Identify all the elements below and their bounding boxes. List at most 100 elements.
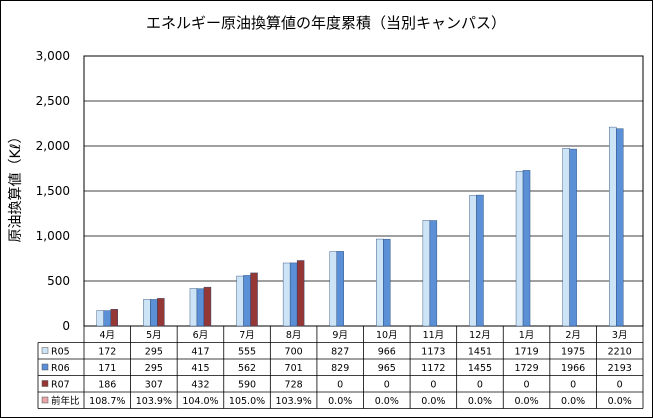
y-axis-label: 原油換算値（Kℓ）: [8, 130, 24, 243]
x-tick-label: 6月: [193, 330, 209, 341]
x-tick-label: 12月: [469, 330, 491, 341]
data-label: 295: [145, 363, 163, 374]
bar-r05: [376, 238, 384, 327]
data-label: 1966: [561, 363, 585, 374]
data-label: 171: [98, 363, 116, 374]
data-label: 0.0%: [514, 396, 538, 407]
bar-r06: [429, 220, 438, 327]
x-tick-label: 4月: [100, 330, 116, 341]
data-label: 105.0%: [229, 396, 265, 407]
x-tick-label: 3月: [612, 330, 628, 341]
data-label: 103.9%: [136, 396, 172, 407]
data-label: 829: [331, 363, 349, 374]
bar-r05: [609, 126, 617, 327]
data-label: 103.9%: [276, 396, 312, 407]
legend-label-ratio: 前年比: [51, 395, 80, 407]
data-label: 701: [285, 363, 303, 374]
x-tick-label: 5月: [146, 330, 162, 341]
bar-r05: [562, 148, 570, 327]
data-label: 0: [477, 380, 483, 391]
bar-r07: [250, 272, 258, 327]
legend-swatch-ratio: [41, 396, 49, 404]
bar-r07: [203, 286, 212, 327]
bar-r06: [196, 288, 205, 327]
data-label: 562: [238, 363, 256, 374]
x-tick-label: 1月: [519, 330, 535, 341]
bar-r06: [383, 238, 391, 327]
bar-r06: [336, 251, 344, 327]
data-label: 2193: [608, 363, 632, 374]
data-label: 295: [145, 347, 163, 358]
bar-r05: [515, 171, 524, 327]
data-label: 1173: [421, 347, 445, 358]
data-label: 0.0%: [561, 396, 585, 407]
legend-swatch-r05: [41, 347, 49, 354]
data-label: 966: [378, 347, 396, 358]
data-label: 172: [98, 347, 116, 358]
legend-label-r06: R06: [51, 363, 70, 374]
data-label: 0: [384, 380, 390, 391]
data-label: 307: [145, 380, 163, 391]
x-tick-label: 11月: [423, 330, 445, 341]
bar-r06: [150, 299, 158, 327]
bar-r05: [469, 195, 477, 327]
chart-title: エネルギー原油換算値の年度累積（当別キャンパス）: [146, 14, 506, 32]
data-label: 0.0%: [608, 396, 632, 407]
bar-r06: [616, 128, 624, 327]
data-label: 728: [285, 380, 303, 391]
data-label: 108.7%: [89, 396, 125, 407]
data-label: 555: [238, 347, 256, 358]
data-label: 1172: [421, 363, 445, 374]
bar-r06: [243, 275, 251, 327]
y-tick-label: 500: [47, 274, 70, 288]
bar-r05: [189, 288, 198, 327]
bar-r07: [110, 309, 118, 327]
bar-r05: [329, 251, 337, 327]
data-label: 0.0%: [328, 396, 352, 407]
legend-swatch-r06: [41, 363, 49, 371]
bar-r06: [569, 148, 577, 327]
y-tick-label: 0: [62, 319, 70, 333]
bar-r07: [296, 260, 305, 327]
bar-r05: [236, 275, 244, 327]
y-tick-label: 1,500: [36, 184, 70, 198]
x-tick-label: 10月: [376, 330, 398, 341]
x-tick-label: 8月: [286, 330, 302, 341]
data-label: 0: [430, 380, 436, 391]
bar-r05: [143, 299, 151, 327]
data-label: 590: [238, 380, 256, 391]
data-label: 432: [191, 380, 209, 391]
data-label: 1455: [468, 363, 492, 374]
data-label: 700: [285, 347, 303, 358]
data-label: 1719: [514, 347, 538, 358]
x-tick-label: 9月: [332, 330, 348, 341]
data-label: 0.0%: [421, 396, 445, 407]
legend-label-r07: R07: [51, 380, 70, 391]
bar-r06: [103, 310, 111, 327]
bar-r06: [289, 262, 298, 327]
data-label: 0: [570, 380, 576, 391]
bar-r05: [282, 262, 291, 327]
data-label: 1975: [561, 347, 585, 358]
data-label: 0.0%: [375, 396, 399, 407]
data-label: 417: [191, 347, 209, 358]
y-tick-label: 3,000: [36, 49, 70, 63]
data-label: 965: [378, 363, 396, 374]
data-label: 0: [617, 380, 623, 391]
legend-swatch-r07: [41, 380, 49, 387]
data-label: 2210: [608, 347, 632, 358]
x-tick-label: 7月: [239, 330, 255, 341]
y-tick-label: 2,000: [36, 139, 70, 153]
x-tick-label: 2月: [565, 330, 581, 341]
data-label: 0: [524, 380, 530, 391]
data-label: 186: [98, 380, 116, 391]
bar-r06: [476, 194, 484, 327]
bar-r05: [422, 220, 431, 327]
data-label: 104.0%: [182, 396, 218, 407]
y-tick-label: 2,500: [36, 94, 70, 108]
bar-r05: [96, 310, 104, 327]
data-label: 0: [337, 380, 343, 391]
y-tick-label: 1,000: [36, 229, 70, 243]
legend-label-r05: R05: [51, 347, 70, 358]
